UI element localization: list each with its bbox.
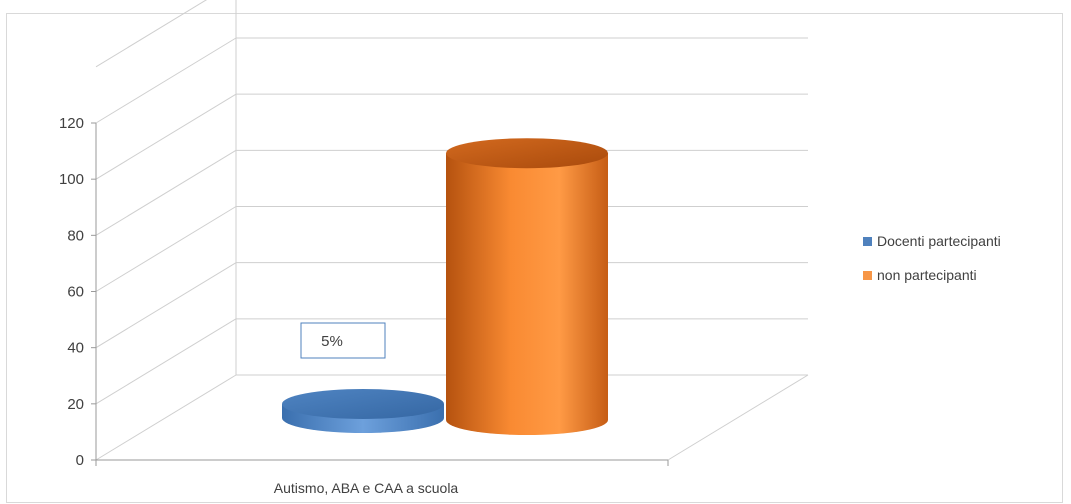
bar-top	[446, 138, 608, 169]
y-tick-label: 40	[67, 340, 84, 357]
legend-label: non partecipanti	[877, 267, 977, 283]
y-tick-label: 20	[67, 396, 84, 413]
bar-body	[446, 153, 608, 436]
gridline-side	[95, 149, 237, 236]
y-tick-label: 60	[67, 284, 84, 301]
x-category-label: Autismo, ABA e CAA a scuola	[274, 480, 459, 496]
legend-swatch	[863, 271, 872, 280]
floor-right-edge	[667, 374, 809, 461]
gridline-side	[95, 0, 208, 68]
gridline-side	[95, 262, 237, 349]
gridline-side	[95, 206, 237, 292]
bar-top	[282, 388, 444, 419]
gridline-side	[95, 318, 237, 405]
gridline-side	[95, 93, 237, 180]
legend-label: Docenti partecipanti	[877, 233, 1001, 249]
bars	[282, 138, 608, 436]
data-labels: 5%	[300, 322, 386, 359]
gridline-side	[95, 37, 237, 124]
y-axis: 0 20 40 60 80 100 120	[59, 115, 669, 469]
data-label: 5%	[321, 333, 343, 350]
y-tick-label: 0	[76, 452, 84, 469]
y-tick-label: 80	[67, 227, 84, 244]
x-axis: Autismo, ABA e CAA a scuola	[274, 480, 459, 496]
data-label-box	[300, 322, 386, 359]
legend: Docenti partecipanti non partecipanti	[863, 233, 1001, 283]
legend-swatch	[863, 237, 872, 246]
y-tick-label: 120	[59, 115, 84, 132]
y-tick-label: 100	[59, 171, 84, 188]
gridline-side	[95, 374, 237, 461]
